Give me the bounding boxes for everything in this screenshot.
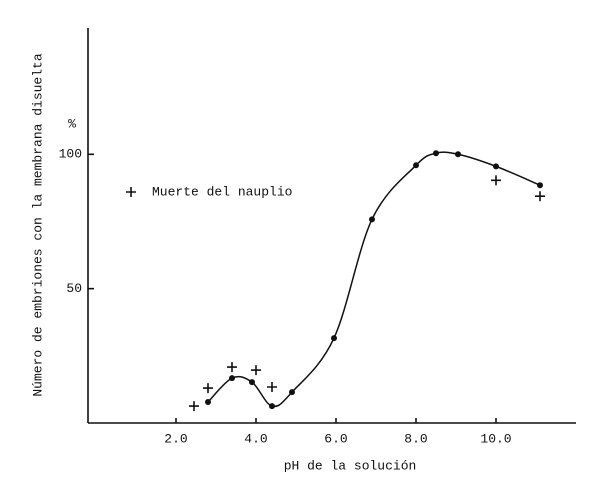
plus-point <box>251 365 261 376</box>
point <box>229 375 235 382</box>
x-tick-label: 8.0 <box>404 431 427 446</box>
point <box>249 379 255 386</box>
plus-point <box>491 175 501 186</box>
x-tick-label: 4.0 <box>244 431 267 446</box>
x-tick-label: 6.0 <box>324 431 347 446</box>
point <box>537 182 543 189</box>
point <box>493 163 499 170</box>
plus-point <box>535 191 545 202</box>
point <box>369 216 375 223</box>
y-tick-label: 50 <box>66 281 82 296</box>
plus-point <box>189 401 199 412</box>
point <box>331 335 337 342</box>
y-tick-label: 100 <box>59 147 82 162</box>
point <box>269 403 275 410</box>
x-tick-label: 2.0 <box>164 431 187 446</box>
legend-label: Muerte del nauplio <box>152 184 292 199</box>
point <box>455 151 461 158</box>
x-tick-label: 10.0 <box>480 431 511 446</box>
point <box>205 399 211 406</box>
plus-point <box>203 383 213 394</box>
y-unit: % <box>68 116 76 131</box>
x-axis-label: pH de la solución <box>284 458 417 473</box>
point <box>289 389 295 396</box>
legend-marker <box>126 187 136 197</box>
point <box>433 150 439 157</box>
plus-point <box>267 381 277 392</box>
point <box>413 162 419 169</box>
plus-point <box>227 362 237 373</box>
y-axis-label: Número de embriones con la membrana disu… <box>30 53 45 396</box>
